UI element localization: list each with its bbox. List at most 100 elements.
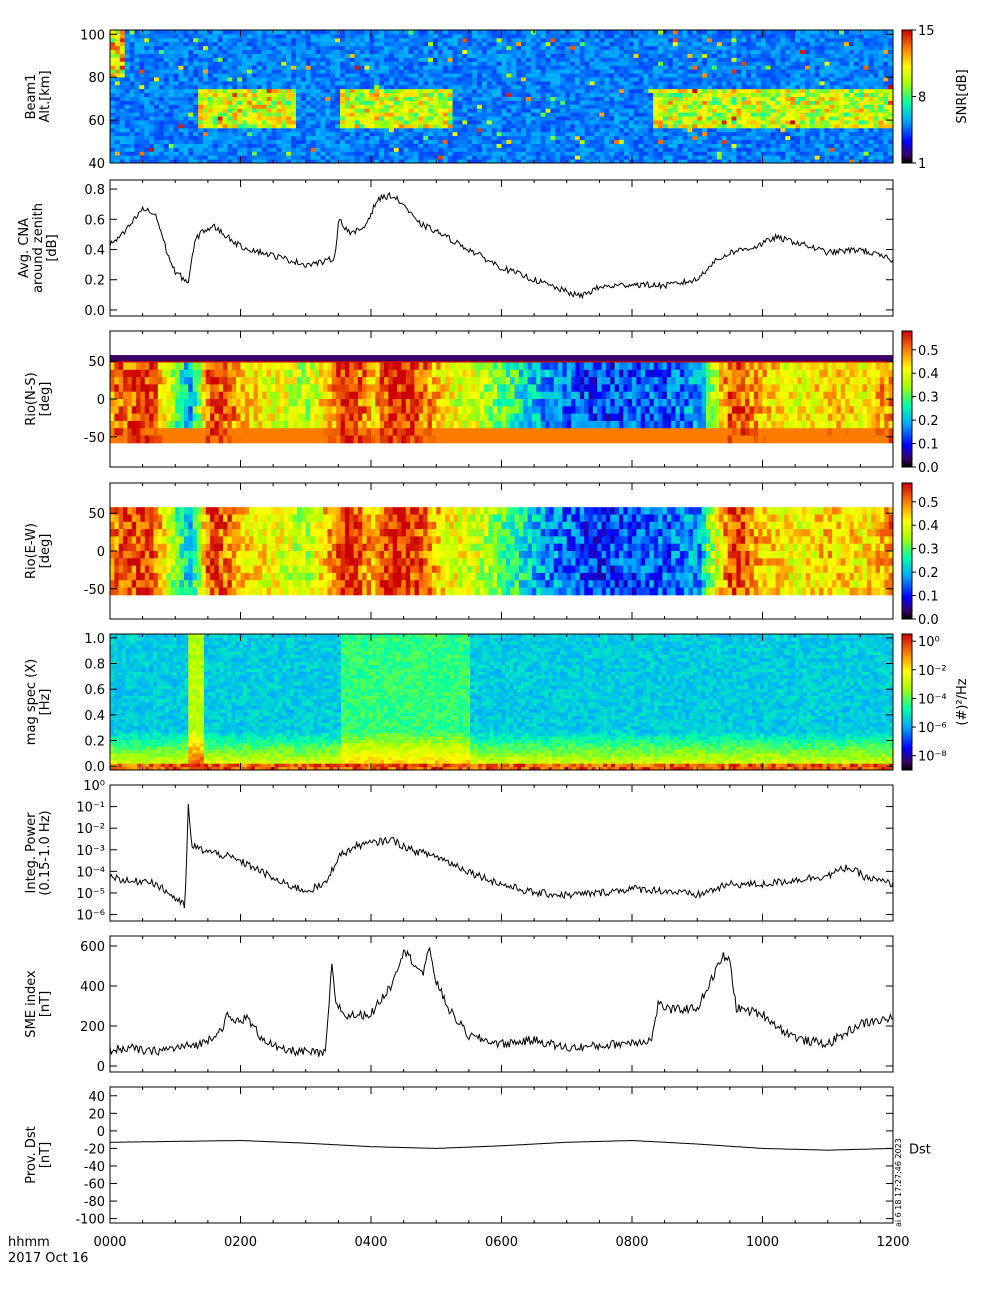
snr-cell — [360, 73, 365, 77]
snr-cell — [399, 46, 404, 50]
snr-cell — [120, 65, 125, 69]
snr-cell — [384, 155, 389, 159]
snr-cell — [350, 97, 355, 101]
snr-cell — [306, 100, 311, 104]
snr-cell — [125, 97, 130, 101]
snr-cell — [174, 128, 179, 132]
snr-cell — [335, 69, 340, 73]
snr-cell — [340, 120, 345, 124]
snr-cell — [198, 140, 203, 144]
snr-cell — [355, 136, 360, 140]
snr-cell — [188, 155, 193, 159]
snr-cell — [130, 128, 135, 132]
snr-cell — [125, 69, 130, 73]
snr-cell — [325, 147, 330, 151]
snr-cell — [267, 97, 272, 101]
snr-cell — [281, 46, 286, 50]
snr-cell — [262, 128, 267, 132]
snr-cell — [252, 128, 257, 132]
snr-cell — [183, 97, 188, 101]
snr-cell — [291, 30, 296, 34]
snr-cell — [306, 77, 311, 81]
snr-cell — [144, 77, 149, 81]
snr-cell — [364, 124, 369, 128]
snr-cell — [360, 57, 365, 61]
snr-cell — [247, 140, 252, 144]
snr-cell — [364, 38, 369, 42]
snr-cell — [188, 132, 193, 136]
snr-cell — [193, 85, 198, 89]
snr-cell — [276, 53, 281, 57]
snr-cell — [335, 50, 340, 54]
snr-cell — [208, 42, 213, 46]
snr-cell — [174, 140, 179, 144]
snr-cell — [144, 136, 149, 140]
snr-cell — [335, 30, 340, 34]
snr-cell — [374, 147, 379, 151]
snr-cell — [193, 112, 198, 116]
snr-cell — [174, 147, 179, 151]
snr-cell — [389, 30, 394, 34]
snr-cell — [120, 73, 125, 77]
snr-cell — [198, 100, 203, 104]
snr-cell — [154, 89, 159, 93]
snr-cell — [374, 53, 379, 57]
snr-cell — [169, 136, 174, 140]
snr-cell — [198, 155, 203, 159]
snr-cell — [179, 46, 184, 50]
snr-cell — [149, 38, 154, 42]
snr-cell — [271, 57, 276, 61]
snr-cell — [320, 53, 325, 57]
snr-cell — [198, 38, 203, 42]
snr-cell — [301, 112, 306, 116]
snr-cell — [384, 38, 389, 42]
snr-cell — [203, 151, 208, 155]
snr-cell — [213, 53, 218, 57]
snr-cell — [399, 132, 404, 136]
snr-cell — [179, 124, 184, 128]
snr-cell — [218, 89, 223, 93]
snr-cell — [125, 34, 130, 38]
snr-cell — [276, 147, 281, 151]
snr-cell — [369, 147, 374, 151]
snr-cell — [227, 53, 232, 57]
snr-cell — [355, 112, 360, 116]
snr-cell — [125, 120, 130, 124]
snr-cell — [291, 57, 296, 61]
snr-cell — [296, 143, 301, 147]
snr-cell — [320, 77, 325, 81]
snr-cell — [325, 34, 330, 38]
snr-cell — [125, 151, 130, 155]
snr-cell — [110, 30, 115, 34]
snr-cell — [227, 69, 232, 73]
snr-cell — [149, 112, 154, 116]
snr-cell — [399, 108, 404, 112]
snr-cell — [115, 38, 120, 42]
snr-cell — [399, 38, 404, 42]
snr-cell — [306, 128, 311, 132]
snr-cell — [335, 155, 340, 159]
snr-cell — [340, 85, 345, 89]
snr-cell — [134, 112, 139, 116]
snr-cell — [149, 136, 154, 140]
snr-cell — [316, 155, 321, 159]
snr-cell — [247, 53, 252, 57]
snr-cell — [335, 34, 340, 38]
snr-cell — [325, 93, 330, 97]
snr-cell — [325, 112, 330, 116]
snr-cell — [144, 42, 149, 46]
snr-cell — [345, 89, 350, 93]
snr-cell — [291, 124, 296, 128]
snr-cell — [379, 147, 384, 151]
snr-cell — [242, 30, 247, 34]
snr-cell — [360, 120, 365, 124]
snr-cell — [296, 73, 301, 77]
snr-cell — [364, 42, 369, 46]
snr-cell — [311, 89, 316, 93]
snr-cell — [276, 136, 281, 140]
snr-cell — [183, 57, 188, 61]
snr-cell — [198, 89, 203, 93]
snr-cell — [374, 81, 379, 85]
snr-cell — [335, 61, 340, 65]
snr-cell — [271, 116, 276, 120]
